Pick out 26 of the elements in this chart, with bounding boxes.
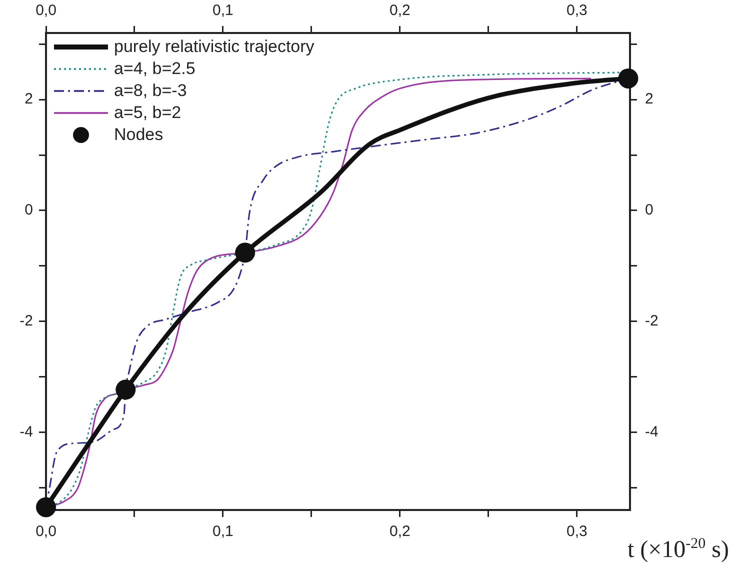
y2-tick-label: -2 xyxy=(645,312,658,330)
point xyxy=(36,497,56,518)
y-tick-label: 2 xyxy=(24,90,33,108)
y-tick-label: -4 xyxy=(20,423,33,440)
y2-tick-label: 2 xyxy=(645,90,654,108)
point xyxy=(116,380,136,400)
legend-label: purely relativistic trajectory xyxy=(114,36,314,58)
y-tick-label: 0 xyxy=(24,202,33,219)
x2-tick-label: 0,2 xyxy=(390,2,410,20)
x2-tick-label: 0,0 xyxy=(36,2,56,20)
legend-label: a=4, b=2.5 xyxy=(114,58,196,80)
x-tick-label: 0,3 xyxy=(566,523,588,540)
y-tick-label: -2 xyxy=(20,312,33,330)
x-tick-label: 0,2 xyxy=(390,523,410,540)
y2-tick-label: 0 xyxy=(645,202,654,219)
point xyxy=(618,68,638,88)
x-axis-title: t (×10$^{-20}$ s) xyxy=(627,536,729,564)
x-tick-label: 0,0 xyxy=(36,523,56,540)
y2-tick-label: -4 xyxy=(645,423,658,440)
legend-label: a=5, b=2 xyxy=(114,102,182,124)
legend-label: a=8, b=-3 xyxy=(114,80,187,102)
x-tick-label: 0,1 xyxy=(212,523,234,540)
point xyxy=(235,242,256,263)
x2-tick-label: 0,3 xyxy=(566,2,588,20)
x2-tick-label: 0,1 xyxy=(212,2,234,20)
legend-label: Nodes xyxy=(114,124,164,146)
